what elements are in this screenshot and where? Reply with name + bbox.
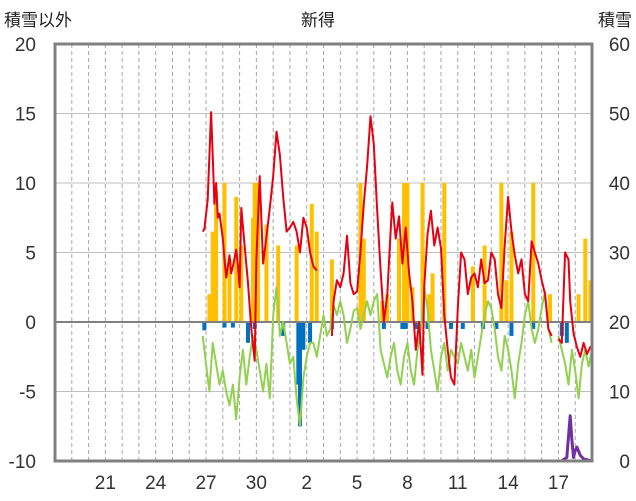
precipitation-bar xyxy=(239,245,244,322)
right-axis-tick-label: 10 xyxy=(609,383,630,404)
precipitation-bar xyxy=(427,294,432,322)
left-axis-tick-label: 20 xyxy=(15,35,36,56)
x-axis-tick-label: 2 xyxy=(301,473,312,494)
max-temperature-line xyxy=(201,111,318,362)
right-axis-tick-label: 30 xyxy=(609,244,630,265)
precipitation-bar xyxy=(499,183,504,322)
min-temperature-line xyxy=(557,335,593,400)
negative-bar xyxy=(308,322,313,343)
left-axis-tick-label: 0 xyxy=(25,313,36,334)
precipitation-bar xyxy=(207,294,212,322)
precipitation-bar xyxy=(361,238,366,322)
min-temperature-line xyxy=(201,286,553,428)
x-axis-tick-label: 21 xyxy=(95,473,116,494)
precipitation-bar xyxy=(210,231,215,322)
negative-bar xyxy=(222,322,227,328)
right-axis-tick-label: 0 xyxy=(619,452,630,473)
negative-bar xyxy=(400,322,405,329)
precipitation-bar xyxy=(509,231,514,322)
precipitation-bar xyxy=(576,294,581,322)
precipitation-bar xyxy=(234,196,239,322)
negative-bar xyxy=(202,322,207,331)
negative-bar xyxy=(381,322,386,329)
precipitation-bar xyxy=(385,294,390,322)
negative-bar xyxy=(230,322,235,328)
precipitation-bar xyxy=(548,294,553,322)
negative-bar xyxy=(281,322,286,336)
precipitation-bar xyxy=(294,245,299,322)
precipitation-bar xyxy=(583,238,588,322)
precipitation-bar xyxy=(420,183,425,322)
x-axis-tick-label: 11 xyxy=(448,473,468,494)
precipitation-bar xyxy=(588,280,593,322)
x-axis-tick-label: 14 xyxy=(498,473,520,494)
right-axis-tick-label: 60 xyxy=(609,35,630,56)
negative-bar xyxy=(564,322,569,343)
precipitation-bar xyxy=(256,183,261,322)
precipitation-bar xyxy=(380,301,385,322)
negative-bar xyxy=(301,322,306,350)
precipitation-bar xyxy=(531,183,536,322)
precipitation-bar xyxy=(227,259,232,322)
max-temperature-line xyxy=(557,251,593,358)
precipitation-bar xyxy=(314,231,319,322)
right-axis-tick-label: 20 xyxy=(609,313,630,334)
negative-bar xyxy=(509,322,514,336)
left-axis-tick-label: -10 xyxy=(9,452,36,473)
precipitation-bar xyxy=(329,259,334,322)
negative-bar xyxy=(494,322,499,329)
precipitation-bar xyxy=(470,266,475,322)
left-axis-tick-label: 5 xyxy=(25,244,36,265)
x-axis-tick-label: 30 xyxy=(246,473,267,494)
precipitation-bar xyxy=(214,189,219,322)
precipitation-bar xyxy=(276,245,281,322)
negative-bar xyxy=(403,322,408,329)
left-axis-tick-label: 10 xyxy=(15,174,36,195)
plot-frame xyxy=(53,42,594,463)
negative-bar xyxy=(298,322,303,427)
left-axis-tick-label: 15 xyxy=(15,105,36,126)
x-axis-tick-label: 27 xyxy=(195,473,216,494)
line-series xyxy=(55,111,593,463)
right-axis-tick-label: 50 xyxy=(609,105,630,126)
x-axis-tick-label: 5 xyxy=(352,473,363,494)
precipitation-bar xyxy=(252,183,257,322)
precipitation-bar xyxy=(442,183,447,322)
x-axis-tick-label: 17 xyxy=(548,473,569,494)
precipitation-bar xyxy=(430,273,435,322)
negative-bar xyxy=(460,322,465,329)
precipitation-bar xyxy=(397,238,402,322)
precipitation-bar xyxy=(504,280,509,322)
negative-bar xyxy=(449,322,454,329)
x-axis-tick-label: 24 xyxy=(145,473,167,494)
x-axis-tick-label: 8 xyxy=(402,473,413,494)
left-axis-tick-label: -5 xyxy=(19,383,36,404)
left-axis-title: 積雪以外 xyxy=(4,11,72,31)
max-temperature-line xyxy=(330,115,553,386)
right-axis-title: 積雪 xyxy=(598,11,632,31)
negative-bar xyxy=(245,322,250,343)
negative-bar xyxy=(425,322,430,329)
right-axis-tick-label: 40 xyxy=(609,174,630,195)
negative-bar xyxy=(413,322,418,329)
negative-bar xyxy=(531,322,536,329)
chart-title: 新得 xyxy=(301,11,335,31)
precipitation-bar xyxy=(264,224,269,322)
